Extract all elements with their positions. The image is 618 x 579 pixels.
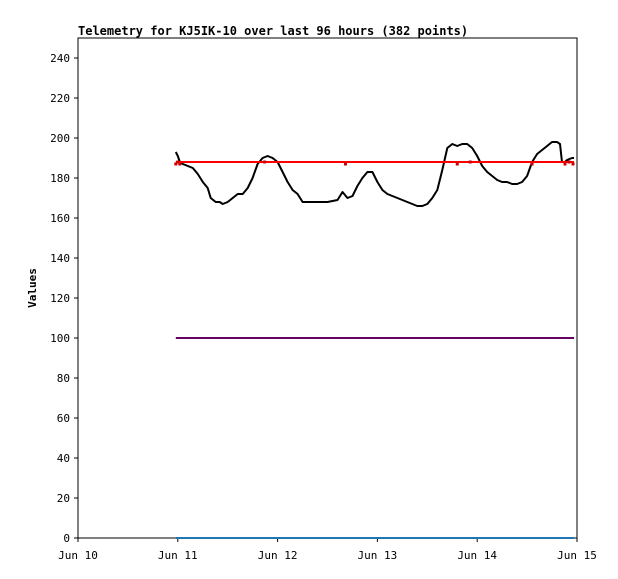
series-marker-2 bbox=[178, 162, 182, 166]
x-tick-label: Jun 15 bbox=[557, 549, 597, 562]
series-marker-2 bbox=[563, 162, 567, 166]
x-tick-label: Jun 11 bbox=[158, 549, 198, 562]
y-tick-label: 60 bbox=[57, 412, 70, 425]
series-marker-2 bbox=[174, 162, 178, 166]
chart-title: Telemetry for KJ5IK-10 over last 96 hour… bbox=[78, 24, 468, 38]
series-marker-2 bbox=[263, 160, 267, 164]
y-tick-label: 0 bbox=[63, 532, 70, 545]
series-marker-2 bbox=[455, 162, 459, 166]
y-tick-label: 20 bbox=[57, 492, 70, 505]
y-tick-label: 180 bbox=[50, 172, 70, 185]
series-marker-2 bbox=[567, 160, 571, 164]
y-tick-label: 80 bbox=[57, 372, 70, 385]
y-tick-label: 200 bbox=[50, 132, 70, 145]
y-tick-label: 140 bbox=[50, 252, 70, 265]
x-tick-label: Jun 10 bbox=[58, 549, 98, 562]
y-tick-label: 40 bbox=[57, 452, 70, 465]
x-tick-label: Jun 13 bbox=[358, 549, 398, 562]
y-tick-label: 160 bbox=[50, 212, 70, 225]
y-tick-label: 240 bbox=[50, 52, 70, 65]
y-tick-label: 100 bbox=[50, 332, 70, 345]
x-axis: Jun 10 Jun 11 Jun 12 Jun 13 Jun 14 Jun 15 bbox=[58, 538, 597, 562]
series-marker-2 bbox=[468, 160, 472, 164]
series-line-0 bbox=[174, 141, 574, 207]
series-marker-2 bbox=[530, 162, 534, 166]
y-axis: 0 20 40 60 80 100 120 140 160 180 200 220 240 bbox=[50, 52, 78, 545]
series-marker-2 bbox=[176, 160, 180, 164]
x-tick-label: Jun 14 bbox=[457, 549, 497, 562]
y-tick-label: 120 bbox=[50, 292, 70, 305]
series-marker-2 bbox=[571, 162, 575, 166]
y-axis-label: Values bbox=[26, 268, 39, 308]
x-tick-label: Jun 12 bbox=[258, 549, 298, 562]
y-tick-label: 220 bbox=[50, 92, 70, 105]
series-layer bbox=[174, 141, 575, 539]
series-marker-2 bbox=[343, 162, 347, 166]
plot-frame bbox=[77, 37, 578, 539]
